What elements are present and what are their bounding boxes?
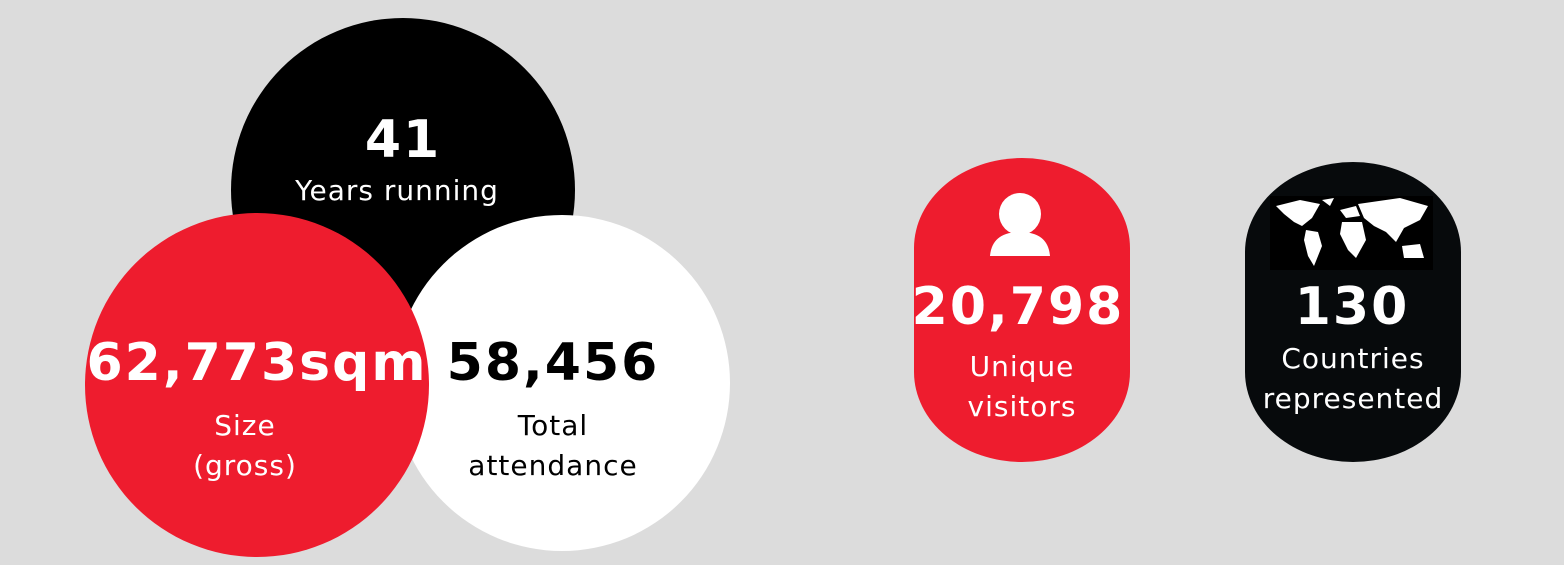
person-icon-head — [999, 193, 1041, 235]
person-icon-body — [990, 232, 1050, 256]
stat-label: Size — [214, 409, 275, 442]
stat-label: Unique — [970, 350, 1075, 383]
pill-red — [914, 158, 1130, 462]
stat-label: visitors — [968, 390, 1077, 423]
stat-label: represented — [1263, 382, 1444, 415]
stat-value: 62,773sqm — [86, 333, 427, 393]
stat-value: 41 — [365, 110, 441, 170]
stat-value: 58,456 — [447, 333, 660, 393]
circle-red — [85, 213, 429, 557]
circle-white — [394, 215, 730, 551]
stat-label: Total — [517, 409, 588, 442]
world-map-icon — [1270, 196, 1433, 270]
stat-label: Countries — [1281, 342, 1424, 375]
stat-value: 20,798 — [912, 277, 1125, 337]
stat-label: (gross) — [193, 449, 297, 482]
stat-label: attendance — [468, 449, 637, 482]
stat-label: Years running — [294, 174, 499, 207]
stat-value: 130 — [1295, 277, 1410, 337]
